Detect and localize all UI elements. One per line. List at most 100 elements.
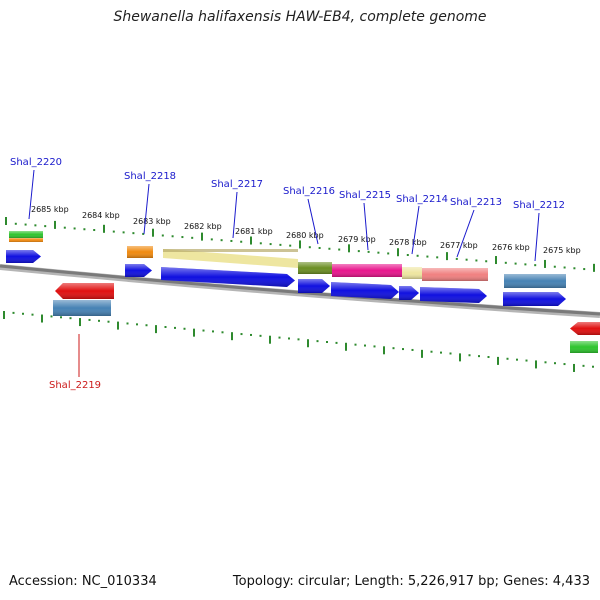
gene-label-leader	[307, 198, 319, 245]
lower-ruler-minor-tick	[297, 338, 300, 341]
upper-ruler-minor-tick	[14, 222, 17, 225]
feature-olive-shade	[298, 262, 332, 274]
lower-ruler-minor-tick	[411, 348, 414, 351]
gene-label: Shal_2216	[283, 186, 335, 197]
lower-ruler-minor-tick	[373, 345, 376, 348]
lower-ruler-major-tick	[41, 314, 43, 323]
lower-ruler-minor-tick	[69, 317, 72, 320]
ruler-label: 2685 kbp	[31, 205, 69, 214]
lower-ruler-minor-tick	[582, 364, 585, 367]
lower-ruler-minor-tick	[98, 319, 100, 322]
cds-arrow-right-red-shade	[570, 322, 600, 335]
upper-ruler-major-tick	[397, 248, 399, 257]
cds-arrow-2214-shade	[399, 286, 419, 300]
upper-ruler-minor-tick	[308, 246, 311, 249]
genome-summary-text: Topology: circular; Length: 5,226,917 bp…	[232, 574, 590, 589]
feature-orange-thin	[9, 238, 43, 242]
feature-steelblue	[504, 274, 566, 288]
ruler-label: 2680 kbp	[286, 231, 324, 240]
upper-ruler-major-tick	[103, 224, 105, 233]
gene-label: Shal_2214	[396, 194, 448, 205]
upper-ruler-major-tick	[5, 217, 7, 225]
lower-ruler-minor-tick	[516, 358, 518, 361]
ruler-label: 2679 kbp	[338, 235, 376, 244]
feature-steelblue-lower	[53, 300, 111, 316]
upper-ruler-minor-tick	[24, 223, 27, 226]
upper-ruler-major-tick	[152, 228, 154, 237]
upper-ruler-major-tick	[495, 256, 497, 265]
lower-ruler-minor-tick	[174, 326, 176, 329]
cds-arrow-2215-shade	[331, 282, 399, 299]
lower-ruler-major-tick	[117, 321, 119, 330]
ruler-label: 2677 kbp	[440, 241, 478, 250]
feature-salmon	[422, 268, 488, 281]
upper-ruler-minor-tick	[573, 267, 576, 270]
lower-ruler-minor-tick	[487, 356, 490, 359]
lower-ruler-minor-tick	[31, 313, 34, 316]
lower-ruler-minor-tick	[544, 361, 547, 364]
upper-ruler-major-tick	[54, 220, 56, 229]
ruler-label: 2675 kbp	[543, 246, 581, 255]
gene-label: Shal_2212	[513, 200, 565, 211]
upper-ruler-minor-tick	[406, 254, 409, 257]
upper-ruler-minor-tick	[142, 232, 145, 235]
upper-ruler-minor-tick	[210, 238, 213, 241]
lower-ruler-minor-tick	[354, 343, 357, 346]
feature-green-right-shade	[570, 341, 598, 353]
upper-ruler-minor-tick	[83, 228, 86, 231]
upper-ruler-major-tick	[446, 252, 448, 261]
lower-ruler-major-tick	[573, 363, 575, 372]
cds-arrow-2217	[161, 267, 295, 287]
lower-ruler-minor-tick	[88, 318, 91, 321]
lower-ruler-minor-tick	[136, 323, 138, 326]
lower-ruler-minor-tick	[468, 354, 471, 357]
upper-ruler-minor-tick	[171, 235, 174, 238]
cds-arrow-2213	[420, 287, 487, 303]
lower-ruler-minor-tick	[402, 348, 404, 351]
upper-ruler-minor-tick	[416, 254, 419, 257]
upper-ruler-minor-tick	[514, 262, 517, 265]
lower-ruler-minor-tick	[478, 355, 480, 358]
ruler-label: 2678 kbp	[389, 238, 427, 247]
cds-arrow-2213-shade	[420, 287, 487, 303]
feature-steelblue-lower-shade	[53, 300, 111, 316]
cds-arrow-2212-shade	[503, 292, 566, 306]
upper-ruler-major-tick	[201, 232, 203, 241]
ruler-label: 2683 kbp	[133, 217, 171, 226]
cds-arrow-2214	[399, 286, 419, 300]
cds-arrow-2220	[6, 250, 41, 263]
lower-ruler-minor-tick	[145, 324, 148, 327]
lower-ruler-major-tick	[155, 325, 157, 334]
feature-green	[9, 231, 43, 238]
upper-ruler-minor-tick	[44, 225, 47, 228]
lower-ruler-minor-tick	[288, 337, 290, 340]
gene-label: Shal_2220	[10, 157, 62, 168]
lower-ruler-minor-tick	[392, 347, 395, 350]
lower-ruler-major-tick	[3, 311, 5, 319]
feature-khaki-small	[402, 267, 422, 279]
lower-ruler-minor-tick	[592, 365, 594, 368]
lower-ruler-minor-tick	[335, 341, 338, 344]
upper-ruler-minor-tick	[279, 243, 282, 246]
lower-ruler-minor-tick	[278, 336, 281, 339]
feature-khaki-fill	[163, 249, 298, 268]
upper-ruler-minor-tick	[338, 248, 341, 251]
feature-orange-shade	[127, 246, 153, 258]
upper-ruler-minor-tick	[563, 266, 566, 269]
lower-ruler-minor-tick	[563, 363, 566, 366]
ruler-label: 2681 kbp	[235, 227, 273, 236]
upper-ruler-minor-tick	[269, 243, 272, 246]
upper-ruler-minor-tick	[73, 227, 76, 230]
lower-ruler-minor-tick	[22, 312, 24, 315]
lower-ruler-major-tick	[269, 335, 271, 344]
upper-ruler-minor-tick	[122, 231, 125, 234]
gene-label-leader	[456, 209, 475, 258]
ruler-label: 2684 kbp	[82, 211, 120, 220]
upper-ruler-minor-tick	[357, 250, 360, 253]
upper-ruler-minor-tick	[377, 251, 380, 254]
upper-ruler-major-tick	[299, 240, 301, 249]
upper-ruler-minor-tick	[475, 259, 478, 262]
upper-ruler-major-tick	[250, 236, 252, 245]
lower-ruler-minor-tick	[440, 351, 442, 354]
feature-orange-thin-shade	[9, 238, 43, 242]
